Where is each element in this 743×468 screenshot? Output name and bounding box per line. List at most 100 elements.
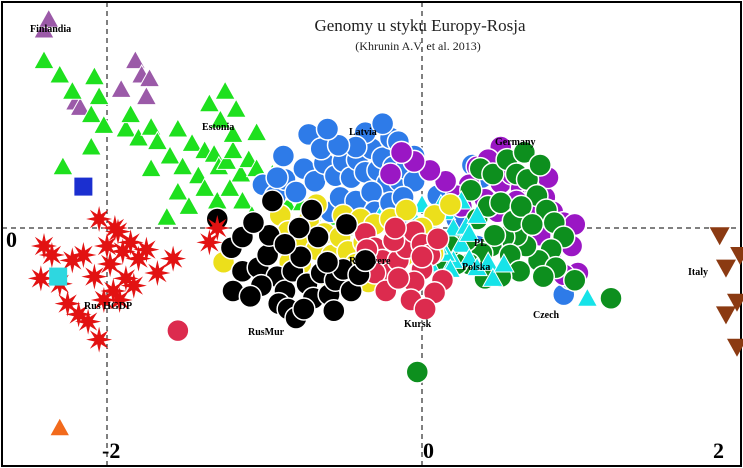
group-label-czech: Czech [533,310,560,321]
point-rus-hgdp-21 [204,215,231,241]
point-finlandia-1 [124,49,147,70]
point-italy-1 [715,259,736,278]
point-rusmur-22 [315,250,340,274]
point-pl-5 [450,233,473,253]
point-finlandia-8 [37,8,60,28]
point-czech-1 [481,162,505,186]
point-estonia-9 [127,126,150,147]
point-finlandia-0 [33,18,55,39]
chart-subtitle: (Khrunin A.V. et al. 2013) [355,39,480,53]
y-tick-label-0: 0 [6,227,17,252]
point-czech-35 [599,286,623,310]
point-finlandia-3 [138,67,161,88]
point-latvia-33 [265,165,289,190]
group-label-pl: PL [474,238,487,249]
point-rus-hgdp-19 [31,233,57,259]
point-estonia-11 [146,130,169,151]
point-estonia-51 [222,123,244,143]
point-kursk-12 [426,227,450,251]
point-estonia-6 [93,114,115,134]
point-estonia-37 [193,177,216,197]
point-finlandia-7 [135,85,158,106]
point-rusmur-7 [288,245,313,269]
point-rusmur-28 [334,212,359,237]
point-kursk-20 [410,245,434,269]
point-italy-5 [730,247,743,265]
point-latvia-32 [271,144,296,168]
group-label-rusmur: RusMur [248,327,285,338]
point-kursk-21 [166,318,190,343]
point-rusmur-35 [273,232,297,256]
point-rus-hgdp-25 [120,272,147,299]
point-rusmur-33 [241,210,266,235]
point-latvia-38 [370,111,395,136]
point-rusmur-27 [322,299,346,323]
point-estonia-4 [88,85,110,106]
point-estonia-36 [187,164,210,185]
point-estonia-15 [181,132,203,152]
point-estonia-52 [245,121,268,142]
point-kursk-24 [383,216,407,240]
point-latvia-36 [326,133,351,157]
point-rusmur-24 [260,189,285,213]
series-finlandia-0 [33,8,161,116]
group-label-italy: Italy [688,267,708,278]
group-label-rus-hgdp: Rus HGDP [84,301,132,312]
point-estonia-47 [140,157,162,178]
point-rus-hgdp-13 [27,265,54,292]
point-pl-18 [482,267,504,287]
series-rusmur-8 [205,189,378,330]
point-czech-37 [512,140,537,165]
point-estonia-5 [80,103,103,124]
point-estonia-12 [159,144,181,165]
point-pl-20 [466,204,488,224]
point-estonia-2 [61,80,84,100]
point-estonia-33 [209,108,232,129]
point-estonia-19 [215,150,238,170]
point-italy-4 [727,293,743,312]
point-estonia-39 [219,177,241,197]
series-italy-10 [709,227,743,357]
point-kursk-18 [386,266,411,291]
point-rusmur-32 [287,216,311,240]
point-estonia-21 [230,162,252,183]
point-estonia-42 [167,180,189,201]
point-unlabeled-0 [48,416,71,437]
point-rustvere-28 [438,192,463,217]
point-estonia-35 [225,98,247,118]
point-pl-19 [493,252,515,273]
group-label-rustvere: RusTvere [349,256,391,267]
point-italy-2 [715,306,736,325]
point-estonia-7 [115,117,137,138]
point-czech-23 [520,212,544,237]
series-unlabeled-13 [48,416,71,437]
point-rus-hgdp-6 [133,236,160,263]
point-pl-24 [576,287,599,307]
point-estonia-40 [231,189,254,210]
point-estonia-34 [214,80,236,100]
point-rusmur-26 [238,284,263,309]
point-estonia-45 [52,155,74,176]
point-estonia-44 [178,195,200,215]
point-estonia-13 [167,117,189,138]
point-rusmur-31 [306,225,330,249]
point-czech-36 [405,360,430,384]
point-czech-38 [528,153,552,177]
group-label-germany: Germany [495,137,536,148]
group-labels: Finlandia Estonia Latvia Germany PL Polska Rus… [30,24,708,338]
point-rus-hgdp-1 [94,233,120,259]
point-italy-3 [727,338,743,357]
point-rusmur-29 [353,248,378,273]
point-latvia-3 [284,180,308,204]
point-estonia-20 [222,139,244,160]
series-unlabeled-12 [49,267,68,286]
point-rus-hgdp-8 [81,263,108,290]
point-pl-8 [477,251,499,271]
point-finlandia-6 [110,78,133,98]
point-rus-hgdp-26 [105,218,131,245]
point-germany-24 [389,140,414,165]
point-estonia-43 [156,206,178,226]
point-finlandia-5 [69,96,92,116]
data-points [27,8,743,437]
